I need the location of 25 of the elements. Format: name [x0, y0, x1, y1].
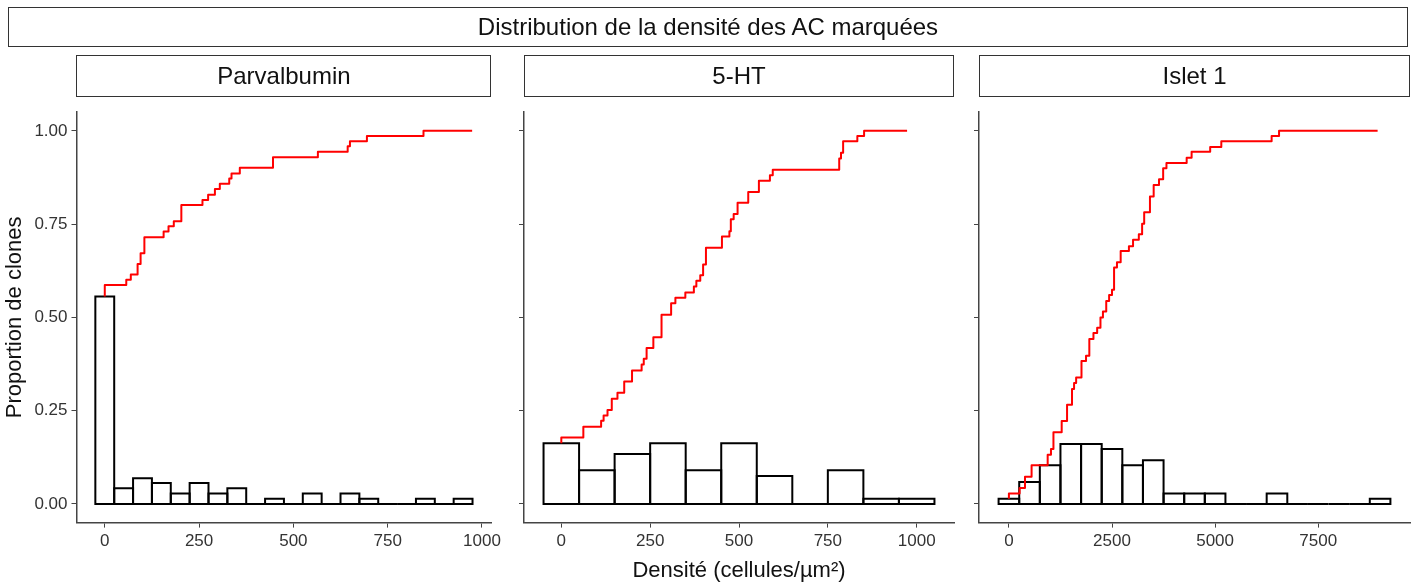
x-axis-title: Densité (cellules/µm²) [632, 557, 846, 583]
x-tick-label: 250 [184, 531, 214, 551]
x-tick-label: 2500 [1093, 531, 1131, 551]
y-tick-label: 0.25 [34, 400, 68, 420]
x-tick-label: 250 [635, 531, 665, 551]
x-tick-label: 1000 [897, 531, 936, 551]
x-tick-label: 500 [724, 531, 754, 551]
x-tick-label: 500 [279, 531, 308, 551]
y-tick-label: 1.00 [34, 120, 68, 140]
y-tick-label: 0.50 [34, 307, 68, 327]
x-tick-label: 5000 [1196, 531, 1235, 551]
x-tick-label: 0 [556, 531, 567, 551]
y-tick-label: 0.00 [34, 493, 68, 513]
x-tick-label: 0 [100, 531, 110, 551]
x-tick-label: 7500 [1299, 531, 1338, 551]
chart-subtitle: 5-HT [524, 55, 954, 97]
x-tick-label: 750 [813, 531, 843, 551]
x-tick-label: 1000 [463, 531, 501, 551]
chart-title: Distribution de la densité des AC marquées [8, 7, 1408, 47]
chart-subtitle: Parvalbumin [76, 55, 492, 97]
x-tick-label: 0 [1004, 531, 1014, 551]
y-axis-title: Proportion de clones [1, 216, 27, 419]
x-tick-label: 750 [373, 531, 402, 551]
chart-subtitle: Islet 1 [979, 55, 1410, 97]
y-tick-label: 0.75 [34, 213, 68, 233]
